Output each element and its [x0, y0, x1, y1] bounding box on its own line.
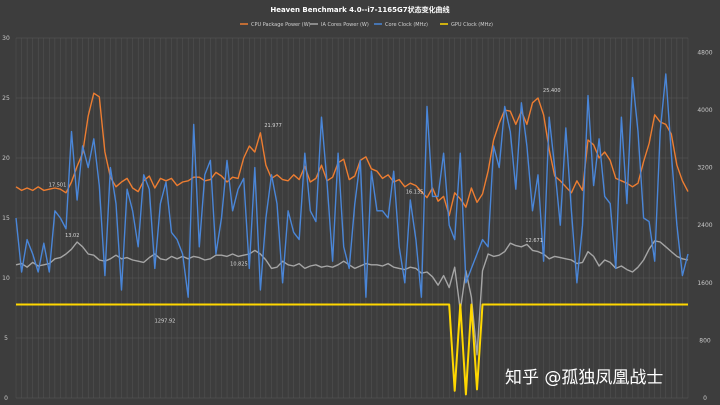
y-right-tick-label: 2400 — [697, 222, 712, 229]
y-left-tick-label: 0 — [4, 395, 8, 402]
chart-title: Heaven Benchmark 4.0--i7-1165G7状态变化曲线 — [270, 5, 449, 14]
right-axis: 0 800 1600 2400 3200 4000 4800 — [697, 49, 712, 402]
y-right-tick-label: 4800 — [697, 49, 712, 56]
legend-label: Core Clock (MHz) — [385, 22, 428, 28]
data-label: 10.825 — [230, 261, 248, 267]
y-right-tick-label: 0 — [703, 395, 707, 402]
series-line-2 — [15, 240, 689, 356]
y-left-tick-label: 30 — [2, 35, 10, 42]
series-line-3 — [15, 73, 689, 298]
series-line-4 — [16, 303, 688, 396]
legend: CPU Package Power (W) IA Cores Power (W) C… — [240, 22, 493, 28]
data-label: 1297.92 — [155, 319, 176, 325]
data-label: 25.400 — [543, 88, 561, 94]
left-axis: 0 5 10 15 20 25 30 — [2, 35, 10, 402]
data-label: 21.977 — [264, 123, 282, 129]
watermark-text: 知乎 @孤独凤凰战士 — [505, 368, 663, 388]
y-left-tick-label: 15 — [2, 215, 10, 222]
legend-label: IA Cores Power (W) — [321, 22, 369, 28]
data-label: 17.501 — [49, 182, 67, 188]
y-right-tick-label: 4000 — [697, 107, 712, 114]
y-right-tick-label: 800 — [699, 337, 711, 344]
annotations: 17.501 21.977 16.135 25.400 13.02 10.825 12.67… — [49, 88, 561, 325]
data-label: 16.135 — [406, 190, 424, 196]
data-label: 13.02 — [65, 233, 79, 239]
legend-label: CPU Package Power (W) — [251, 22, 311, 28]
y-left-tick-label: 25 — [2, 95, 10, 102]
data-label: 12.671 — [525, 238, 543, 244]
y-right-tick-label: 3200 — [697, 165, 712, 172]
y-left-tick-label: 20 — [2, 155, 10, 162]
y-left-tick-label: 5 — [4, 335, 8, 342]
series-line-1 — [15, 92, 689, 217]
legend-label: GPU Clock (MHz) — [451, 22, 493, 28]
y-left-tick-label: 10 — [2, 275, 10, 282]
plot-area — [15, 73, 689, 396]
y-right-tick-label: 1600 — [697, 280, 712, 287]
